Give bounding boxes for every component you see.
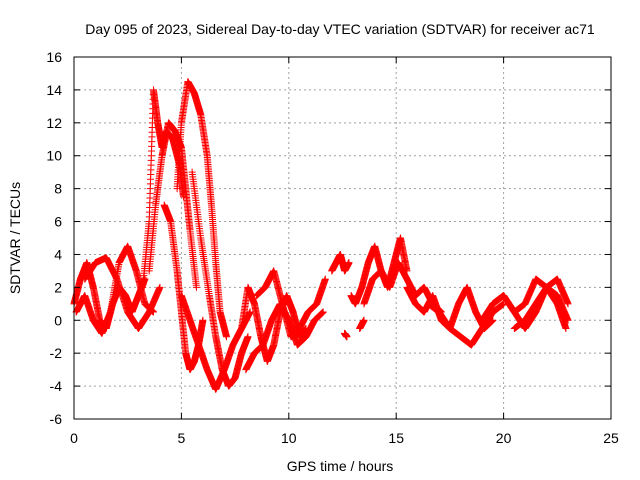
chart-title: Day 095 of 2023, Sidereal Day-to-day VTE… <box>85 21 595 37</box>
sat-track-10 <box>238 283 310 365</box>
x-tick-label: 25 <box>603 430 619 446</box>
y-tick-label: 4 <box>54 246 62 262</box>
sat-track-8 <box>188 168 252 390</box>
y-tick-label: -4 <box>50 378 63 394</box>
y-tick-label: 10 <box>46 148 62 164</box>
data-point <box>246 308 254 316</box>
data-points <box>70 78 572 393</box>
data-point <box>156 283 164 291</box>
y-tick-label: 2 <box>54 279 62 295</box>
data-point <box>199 316 207 324</box>
y-tick-label: 12 <box>46 115 62 131</box>
y-tick-label: 0 <box>54 312 62 328</box>
sat-track-7 <box>173 78 231 341</box>
y-tick-label: 6 <box>54 214 62 230</box>
y-axis-label: SDTVAR / TECUs <box>7 182 23 294</box>
y-tick-label: 16 <box>46 49 62 65</box>
sat-track-5 <box>145 119 200 291</box>
x-tick-label: 5 <box>178 430 186 446</box>
y-tick-label: -6 <box>50 411 63 427</box>
y-tick-label: -2 <box>50 345 63 361</box>
y-tick-label: 14 <box>46 82 62 98</box>
data-point <box>141 275 149 283</box>
x-axis-label: GPS time / hours <box>287 458 394 474</box>
data-point <box>244 333 252 341</box>
x-tick-label: 10 <box>281 430 297 446</box>
data-point <box>192 283 200 291</box>
x-tick-label: 15 <box>388 430 404 446</box>
x-tick-label: 0 <box>70 430 78 446</box>
sat-track-6 <box>160 201 207 374</box>
data-point <box>223 333 231 341</box>
y-tick-label: 8 <box>54 181 62 197</box>
x-tick-label: 20 <box>496 430 512 446</box>
grid-lines <box>74 57 611 419</box>
sat-track-3 <box>81 254 164 332</box>
